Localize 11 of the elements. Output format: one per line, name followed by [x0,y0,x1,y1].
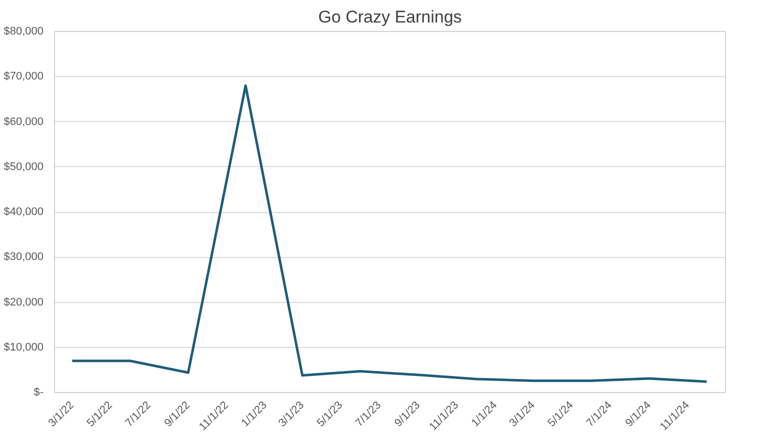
y-tick-label: $20,000 [4,296,44,308]
y-tick-label: $10,000 [4,341,44,354]
line-series [70,84,708,383]
y-tick-label: $60,000 [4,116,44,128]
y-tick-label: $- [34,386,44,398]
y-tick-label: $70,000 [4,70,44,83]
y-tick-label: $50,000 [4,160,44,173]
y-tick-label: $80,000 [4,26,44,38]
y-tick-label: $30,000 [4,251,44,264]
y-tick-label: $40,000 [4,206,44,218]
chart-title: Go Crazy Earnings [318,8,462,26]
